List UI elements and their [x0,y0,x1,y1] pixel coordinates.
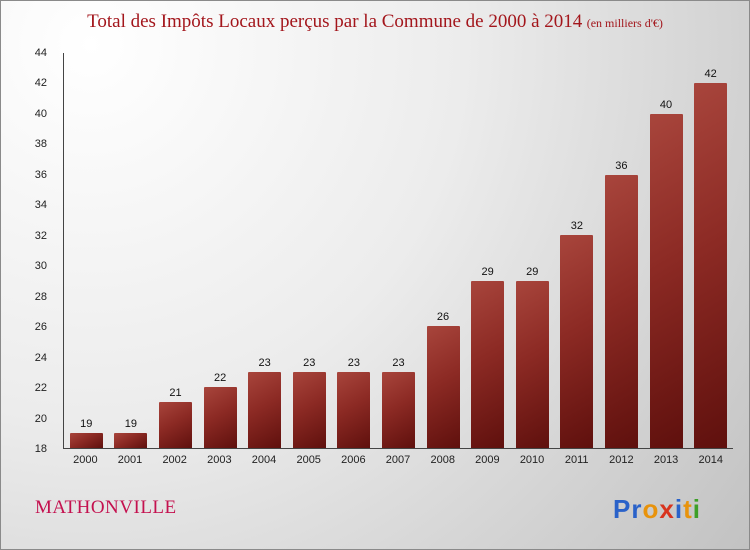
bar-value-label: 23 [392,357,405,370]
y-axis-tick-labels: 18 20 22 24 26 28 30 32 34 36 38 40 42 44 [1,47,55,455]
bar [426,326,460,448]
x-tick-label: 2003 [207,454,232,466]
commune-name: MATHONVILLE [35,497,177,518]
bar [471,280,505,448]
plot-area: 19 19 21 22 23 23 23 23 26 29 29 32 36 40 42 [63,53,733,449]
bar-value-label: 36 [615,159,628,172]
bar-value-label: 22 [213,372,227,385]
x-tick-label: 2005 [296,454,321,466]
bar [694,83,728,448]
y-tick-label: 22 [34,382,47,395]
logo-letter: x [659,494,675,524]
proxiti-logo: Proxiti [613,494,701,525]
bar [158,402,192,448]
y-tick-label: 34 [34,199,47,212]
chart-subtitle: (en milliers d'€) [586,16,663,30]
x-tick-label: 2000 [73,454,98,466]
chart-title: Total des Impôts Locaux perçus par la Co… [87,11,583,32]
bar-slot: 23 [287,53,332,448]
bar [337,372,371,448]
bar-slot: 22 [198,53,243,448]
bar [292,372,326,448]
logo-letter: t [683,494,693,524]
x-tick-label: 2006 [341,454,366,466]
bar-slot: 23 [332,53,377,448]
bar-slot: 32 [555,53,600,448]
bar-value-label: 40 [659,98,673,111]
x-axis-tick-labels: 2000 2001 2002 2003 2004 2005 2006 2007 2008 2009… [63,454,733,470]
y-tick-label: 30 [34,260,47,273]
y-tick-label: 28 [34,290,47,303]
bar-slot: 36 [599,53,644,448]
bar-slot: 40 [644,53,689,448]
bar-slot: 26 [421,53,466,448]
logo-letter: P [613,494,632,524]
x-tick-label: 2012 [609,454,634,466]
logo-letter: i [692,494,701,524]
bar-value-label: 29 [526,265,539,278]
logo-letter: o [642,494,660,524]
bar [381,372,415,448]
bar [69,432,103,448]
bar-value-label: 32 [570,220,583,233]
bar [560,235,594,448]
x-tick-label: 2014 [698,454,723,466]
bar-value-label: 19 [80,417,93,430]
logo-letter: i [674,494,684,524]
bar-value-label: 29 [481,265,494,278]
bar-value-label: 42 [704,68,717,81]
x-tick-label: 2009 [475,454,500,466]
y-tick-label: 18 [34,443,47,455]
y-tick-label: 24 [34,351,47,364]
bar-series: 19 19 21 22 23 23 23 23 26 29 29 32 36 40 42 [64,53,733,448]
bar-slot: 19 [109,53,154,448]
x-tick-label: 2010 [519,454,545,466]
bar [604,174,638,448]
x-tick-label: 2002 [162,454,187,466]
x-tick-label: 2008 [430,454,455,466]
bar [203,387,237,448]
x-tick-label: 2001 [117,454,143,466]
bar-value-label: 23 [258,357,271,370]
y-tick-label: 20 [34,412,47,425]
bar-value-label: 21 [169,387,182,400]
title-row: Total des Impôts Locaux perçus par la Co… [1,11,749,33]
x-tick-label: 2004 [251,454,277,466]
bar-slot: 42 [688,53,733,448]
bar-slot: 29 [465,53,510,448]
y-tick-label: 26 [34,321,47,334]
bar [114,432,148,448]
logo-letter: r [631,494,643,524]
bar [649,113,683,448]
x-tick-label: 2011 [564,454,589,466]
bar-slot: 23 [242,53,287,448]
x-tick-label: 2007 [385,454,411,466]
x-tick-label: 2013 [653,454,679,466]
bar-value-label: 23 [347,357,360,370]
bar [248,372,282,448]
bar-value-label: 19 [124,417,138,430]
bar-slot: 19 [64,53,109,448]
bar-value-label: 23 [303,357,316,370]
y-tick-label: 44 [34,47,47,59]
y-tick-label: 32 [34,229,47,242]
y-tick-label: 36 [34,168,47,181]
y-tick-label: 40 [34,107,47,120]
bar-slot: 23 [376,53,421,448]
bar [515,280,549,448]
bar-slot: 21 [153,53,198,448]
y-tick-label: 38 [34,138,47,151]
y-tick-label: 42 [34,77,47,90]
bar-slot: 29 [510,53,555,448]
bar-value-label: 26 [436,311,450,324]
